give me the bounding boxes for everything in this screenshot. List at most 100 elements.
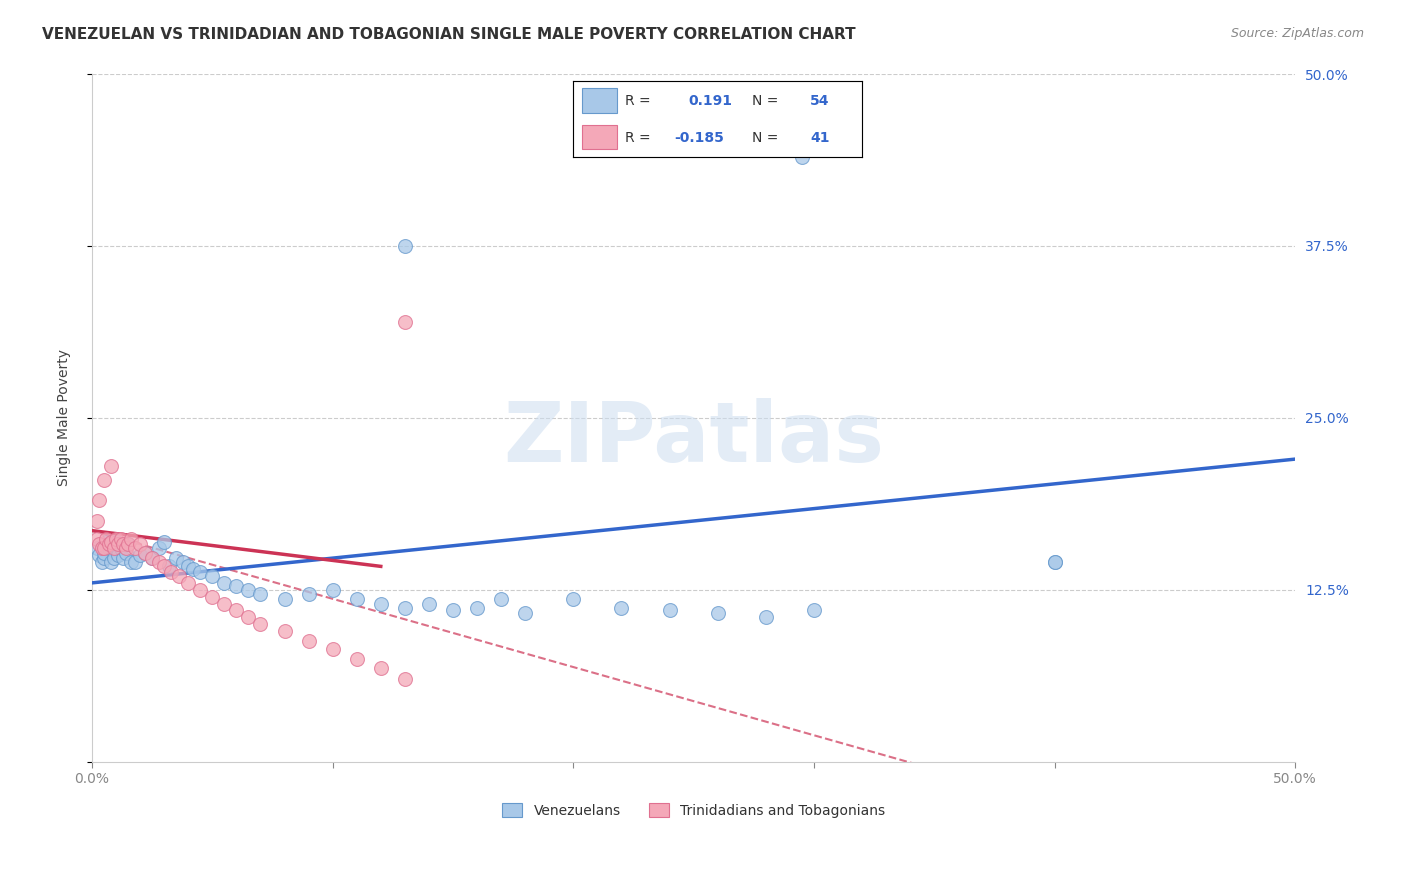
Point	[110, 541, 132, 556]
Point	[172, 555, 194, 569]
Y-axis label: Single Male Poverty: Single Male Poverty	[58, 350, 72, 486]
Point	[105, 534, 128, 549]
Point	[112, 551, 135, 566]
Point	[90, 555, 112, 569]
Point	[346, 651, 368, 665]
Point	[441, 603, 464, 617]
Point	[93, 551, 115, 566]
Point	[322, 641, 344, 656]
Point	[1043, 555, 1066, 569]
Point	[167, 569, 190, 583]
Text: ZIPatlas: ZIPatlas	[503, 398, 884, 479]
Point	[322, 582, 344, 597]
Point	[370, 597, 392, 611]
Point	[370, 661, 392, 675]
Point	[148, 541, 170, 556]
Point	[394, 315, 416, 329]
Point	[153, 534, 176, 549]
Point	[201, 569, 224, 583]
Point	[1043, 555, 1066, 569]
Point	[86, 541, 108, 556]
Point	[755, 610, 778, 624]
Point	[188, 565, 211, 579]
Point	[790, 149, 813, 163]
Point	[89, 537, 111, 551]
Point	[120, 532, 142, 546]
Point	[141, 551, 163, 566]
Point	[93, 473, 115, 487]
Point	[157, 559, 180, 574]
Point	[97, 541, 120, 556]
Point	[273, 592, 295, 607]
Point	[238, 610, 260, 624]
Point	[134, 546, 156, 560]
Point	[394, 239, 416, 253]
Point	[249, 587, 271, 601]
Point	[103, 541, 125, 556]
Point	[96, 532, 118, 546]
Point	[100, 534, 122, 549]
Point	[346, 592, 368, 607]
Point	[273, 624, 295, 638]
Point	[201, 590, 224, 604]
Point	[114, 541, 136, 556]
Point	[103, 551, 125, 566]
Point	[214, 597, 236, 611]
Point	[177, 575, 200, 590]
Point	[93, 541, 115, 556]
Point	[86, 514, 108, 528]
Point	[105, 541, 128, 556]
Point	[112, 537, 135, 551]
Point	[188, 582, 211, 597]
Legend: Venezuelans, Trinidadians and Tobagonians: Venezuelans, Trinidadians and Tobagonian…	[496, 797, 891, 823]
Point	[129, 549, 152, 563]
Text: Source: ZipAtlas.com: Source: ZipAtlas.com	[1230, 27, 1364, 40]
Point	[297, 633, 319, 648]
Point	[418, 597, 440, 611]
Point	[120, 555, 142, 569]
Point	[134, 546, 156, 560]
Point	[394, 600, 416, 615]
Point	[249, 617, 271, 632]
Point	[129, 537, 152, 551]
Point	[114, 546, 136, 560]
Point	[107, 537, 129, 551]
Point	[238, 582, 260, 597]
Point	[100, 458, 122, 473]
Point	[153, 559, 176, 574]
Point	[105, 532, 128, 546]
Point	[89, 549, 111, 563]
Point	[117, 537, 139, 551]
Point	[803, 603, 825, 617]
Point	[562, 592, 585, 607]
Point	[181, 562, 204, 576]
Point	[100, 537, 122, 551]
Point	[141, 551, 163, 566]
Point	[297, 587, 319, 601]
Point	[90, 541, 112, 556]
Point	[465, 600, 488, 615]
Point	[97, 537, 120, 551]
Point	[124, 555, 146, 569]
Point	[148, 555, 170, 569]
Point	[107, 549, 129, 563]
Point	[165, 551, 187, 566]
Point	[610, 600, 633, 615]
Point	[93, 546, 115, 560]
Point	[225, 579, 247, 593]
Point	[658, 603, 681, 617]
Point	[706, 606, 728, 620]
Point	[124, 541, 146, 556]
Point	[117, 537, 139, 551]
Point	[225, 603, 247, 617]
Point	[100, 555, 122, 569]
Point	[86, 532, 108, 546]
Point	[515, 606, 537, 620]
Point	[177, 559, 200, 574]
Point	[214, 575, 236, 590]
Text: VENEZUELAN VS TRINIDADIAN AND TOBAGONIAN SINGLE MALE POVERTY CORRELATION CHART: VENEZUELAN VS TRINIDADIAN AND TOBAGONIAN…	[42, 27, 856, 42]
Point	[160, 565, 183, 579]
Point	[489, 592, 512, 607]
Point	[96, 534, 118, 549]
Point	[110, 532, 132, 546]
